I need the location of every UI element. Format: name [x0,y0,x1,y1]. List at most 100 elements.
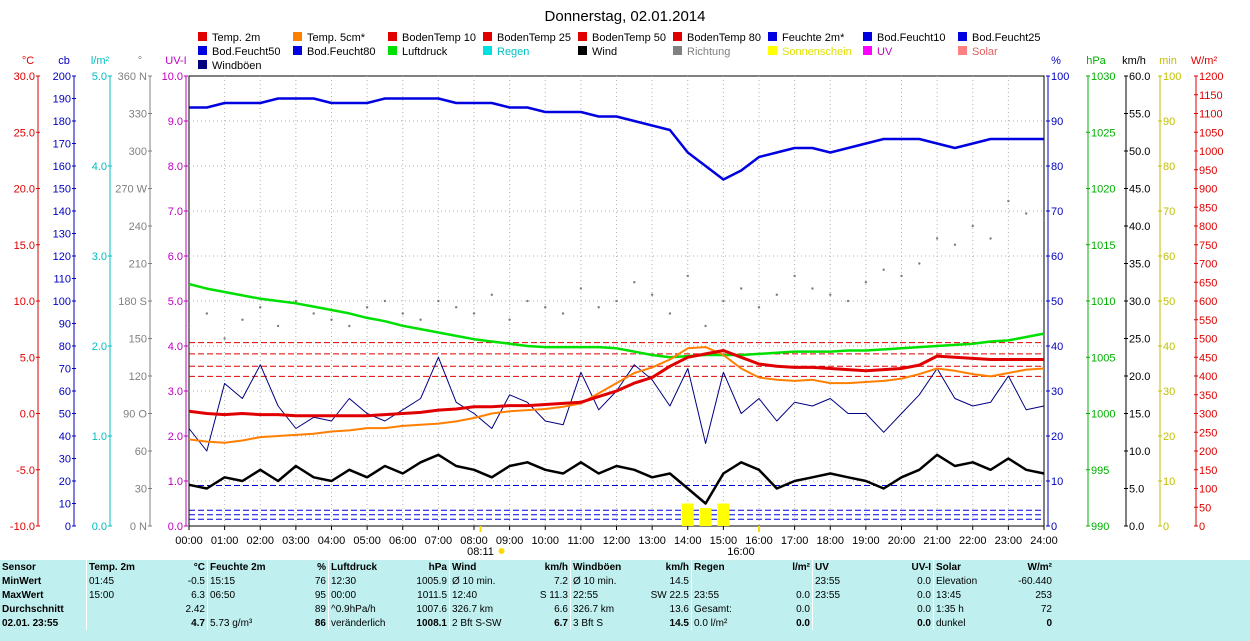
sunshine-bar [681,503,694,526]
right-axis-unit: km/h [1122,55,1146,67]
left-axis-label: 100 [53,296,71,308]
x-tick-label: 20:00 [888,535,916,547]
stats-cell-label: 15:15 [207,574,282,588]
stats-row: Durchschnitt 2.42 89 ^0.9hPa/h 1007.6 326.7 k… [0,602,1054,616]
left-axis-label: 150 [53,184,71,196]
direction-point [454,306,458,309]
left-axis-label: -10.0 [10,521,35,533]
left-axis-label: 180 S [118,296,147,308]
stats-header-unit: l/m² [792,561,810,573]
legend-label: Windböen [212,60,262,72]
stats-cell-label: Elevation [933,574,1008,588]
stats-cell-label: 3 Bft S [570,616,645,630]
left-axis-label: 120 [53,251,71,263]
direction-point [882,268,885,271]
stats-cell-label: dunkel [933,616,1008,630]
right-axis-label: 0 [1199,521,1205,533]
stats-cell-label [207,602,282,616]
legend-label: BodenTemp 25 [497,32,571,44]
stats-cell-label [812,602,887,616]
legend-swatch [578,32,587,41]
left-axis-label: 240 [129,221,147,233]
direction-point [739,287,743,290]
left-axis-unit: UV-I [165,55,186,67]
right-axis-label: 60.0 [1129,71,1150,83]
stats-cell-label: 326.7 km [570,602,645,616]
stats-cell-label [812,616,887,630]
x-tick-label: 01:00 [211,535,239,547]
stats-cell-label: 12:40 [449,588,524,602]
legend-swatch [198,46,207,55]
stats-cell-value: -0.5 [187,575,205,587]
legend-label: Luftdruck [402,46,448,58]
direction-point [205,312,209,315]
left-axis-label: 4.0 [168,341,183,353]
left-axis-label: 150 [129,334,147,346]
stats-header-title: Temp. 2m [86,560,161,574]
stats-cell-value: 6.3 [191,589,205,601]
left-axis-label: 330 [129,109,147,121]
direction-point [722,299,725,303]
left-axis-label: 360 N [118,71,147,83]
legend-swatch [673,32,682,41]
stats-header-title: UV [812,560,887,574]
legend-swatch [198,60,207,69]
stats-header-unit: °C [193,561,205,573]
left-axis-label: 5.0 [168,296,183,308]
right-axis-label: 0.0 [1129,521,1144,533]
legend-swatch [673,46,682,55]
direction-point [241,318,244,321]
right-axis-label: 200 [1199,446,1217,458]
left-axis-label: 0 N [130,521,147,533]
direction-point [846,299,850,303]
left-axis-label: 8.0 [168,161,183,173]
legend-swatch [958,32,967,41]
right-axis-label: 25.0 [1129,334,1150,346]
stats-cell-value: 1011.5 [417,589,447,601]
legend-swatch [388,46,397,55]
left-axis-label: 25.0 [14,127,35,139]
right-axis-label: 1050 [1199,127,1223,139]
left-axis-label: 110 [53,274,71,286]
chart-title: Donnerstag, 02.01.2014 [545,8,706,25]
stats-header-unit: UV-I [911,561,931,573]
right-axis-label: 10 [1163,476,1175,488]
legend-label: Solar [972,46,998,58]
stats-cell-value: 0 [1046,617,1052,629]
stats-header-unit: hPa [428,561,447,573]
right-axis-label: 650 [1199,277,1217,289]
left-axis-label: 210 [129,259,147,271]
legend-label: Bod.Feucht25 [972,32,1041,44]
direction-point [668,312,672,315]
left-axis-label: 90 [59,319,71,331]
left-axis-label: 10.0 [14,296,35,308]
direction-point [935,237,939,240]
weather-chart: Donnerstag, 02.01.2014 Temp. 2m Temp. 5cm… [10,8,1224,558]
direction-point [597,306,600,309]
stats-row-label: Sensor [2,561,36,573]
direction-point [775,293,779,296]
direction-point [508,318,511,321]
right-axis-label: 1200 [1199,71,1223,83]
right-axis-unit: hPa [1086,55,1106,67]
left-axis-label: 120 [129,371,147,383]
legend-label: Richtung [687,46,730,58]
right-axis-label: 30.0 [1129,296,1150,308]
stats-cell-label [691,574,766,588]
direction-point [223,337,226,340]
stats-header-unit: % [317,561,326,573]
right-axis-label: 1150 [1199,90,1223,102]
x-tick-label: 08:00 [460,535,488,547]
left-axis-label: 60 [59,386,71,398]
x-tick-label: 03:00 [282,535,310,547]
right-axis-label: 40.0 [1129,221,1150,233]
left-axis-label: 15.0 [14,240,35,252]
left-axis-label: 90 O [123,409,147,421]
right-axis-label: 10.0 [1129,446,1150,458]
left-axis-label: 1.0 [168,476,183,488]
right-axis-label: 700 [1199,259,1217,271]
stats-cell-label [86,602,161,616]
stats-cell-label: 00:00 [328,588,403,602]
right-axis-label: 750 [1199,240,1217,252]
right-axis-label: 100 [1163,71,1181,83]
